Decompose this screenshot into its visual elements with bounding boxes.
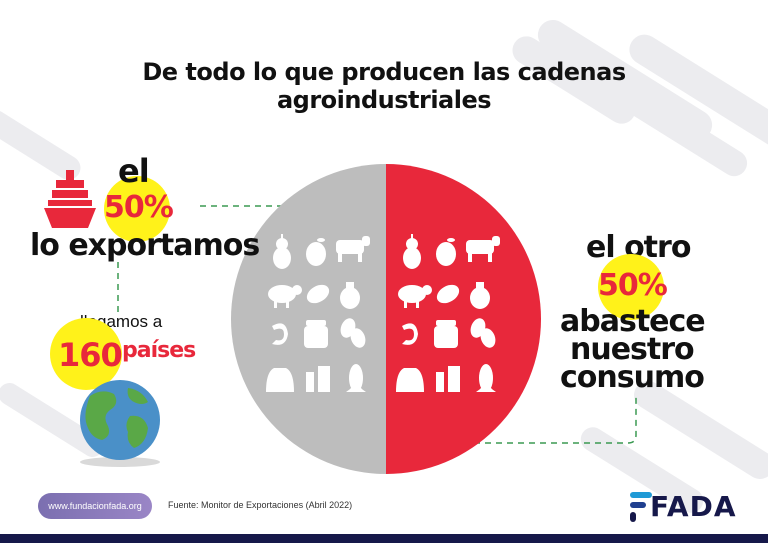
milk-icon	[306, 366, 330, 392]
red-half	[386, 164, 541, 474]
left-export-label: lo exportamos	[30, 228, 260, 263]
footer-bar	[0, 534, 768, 543]
beans-icon	[340, 318, 366, 348]
website-link[interactable]: www.fundacionfada.org	[38, 493, 152, 519]
cow-icon	[466, 236, 500, 262]
icon-grid-left	[266, 234, 370, 392]
shrimp-icon	[272, 323, 288, 345]
cow-icon	[336, 236, 370, 262]
page-title: De todo lo que producen las cadenas agro…	[0, 58, 768, 114]
left-percent-value: 50%	[104, 190, 174, 225]
beans-icon	[470, 318, 496, 348]
right-line-3: consumo	[560, 360, 705, 395]
peanut-icon	[436, 284, 460, 304]
milk-icon	[436, 366, 460, 392]
icon-grid-right	[396, 234, 500, 392]
right-line-2: nuestro	[570, 332, 695, 367]
fada-logo: FADA	[630, 490, 737, 524]
peanut-icon	[306, 284, 330, 304]
right-percent-highlight	[598, 254, 664, 320]
corn-icon	[476, 364, 496, 392]
source-note: Fuente: Monitor de Exportaciones (Abril …	[168, 500, 353, 510]
oil-bottle-icon	[340, 282, 360, 309]
left-el-label: el	[118, 152, 150, 190]
pear-icon	[273, 234, 291, 269]
honey-jar-icon	[304, 320, 328, 348]
corn-icon	[346, 364, 366, 392]
sheep-icon	[268, 285, 302, 308]
right-line-1: abastece	[560, 304, 706, 339]
left-count-value: 160	[58, 336, 123, 374]
right-percent-value: 50%	[598, 268, 668, 303]
oil-bottle-icon	[470, 282, 490, 309]
lemon-icon	[306, 238, 326, 266]
flour-sack-icon	[396, 368, 424, 392]
gray-half	[231, 164, 386, 474]
shrimp-icon	[402, 323, 418, 345]
left-countries-label: países	[122, 338, 196, 363]
title-line-1: De todo lo que producen las cadenas	[142, 58, 626, 86]
left-percent-highlight	[104, 176, 170, 242]
honey-jar-icon	[434, 320, 458, 348]
cargo-ship-icon	[44, 170, 96, 228]
title-line-2: agroindustriales	[276, 86, 492, 114]
right-connector-line	[386, 395, 637, 444]
sheep-icon	[398, 285, 432, 308]
fada-logo-text: FADA	[650, 490, 737, 523]
flour-sack-icon	[266, 368, 294, 392]
lemon-icon	[436, 238, 456, 266]
fada-logo-mark	[630, 492, 652, 522]
pear-icon	[403, 234, 421, 269]
left-count-highlight	[50, 318, 122, 390]
globe-icon	[80, 380, 160, 467]
